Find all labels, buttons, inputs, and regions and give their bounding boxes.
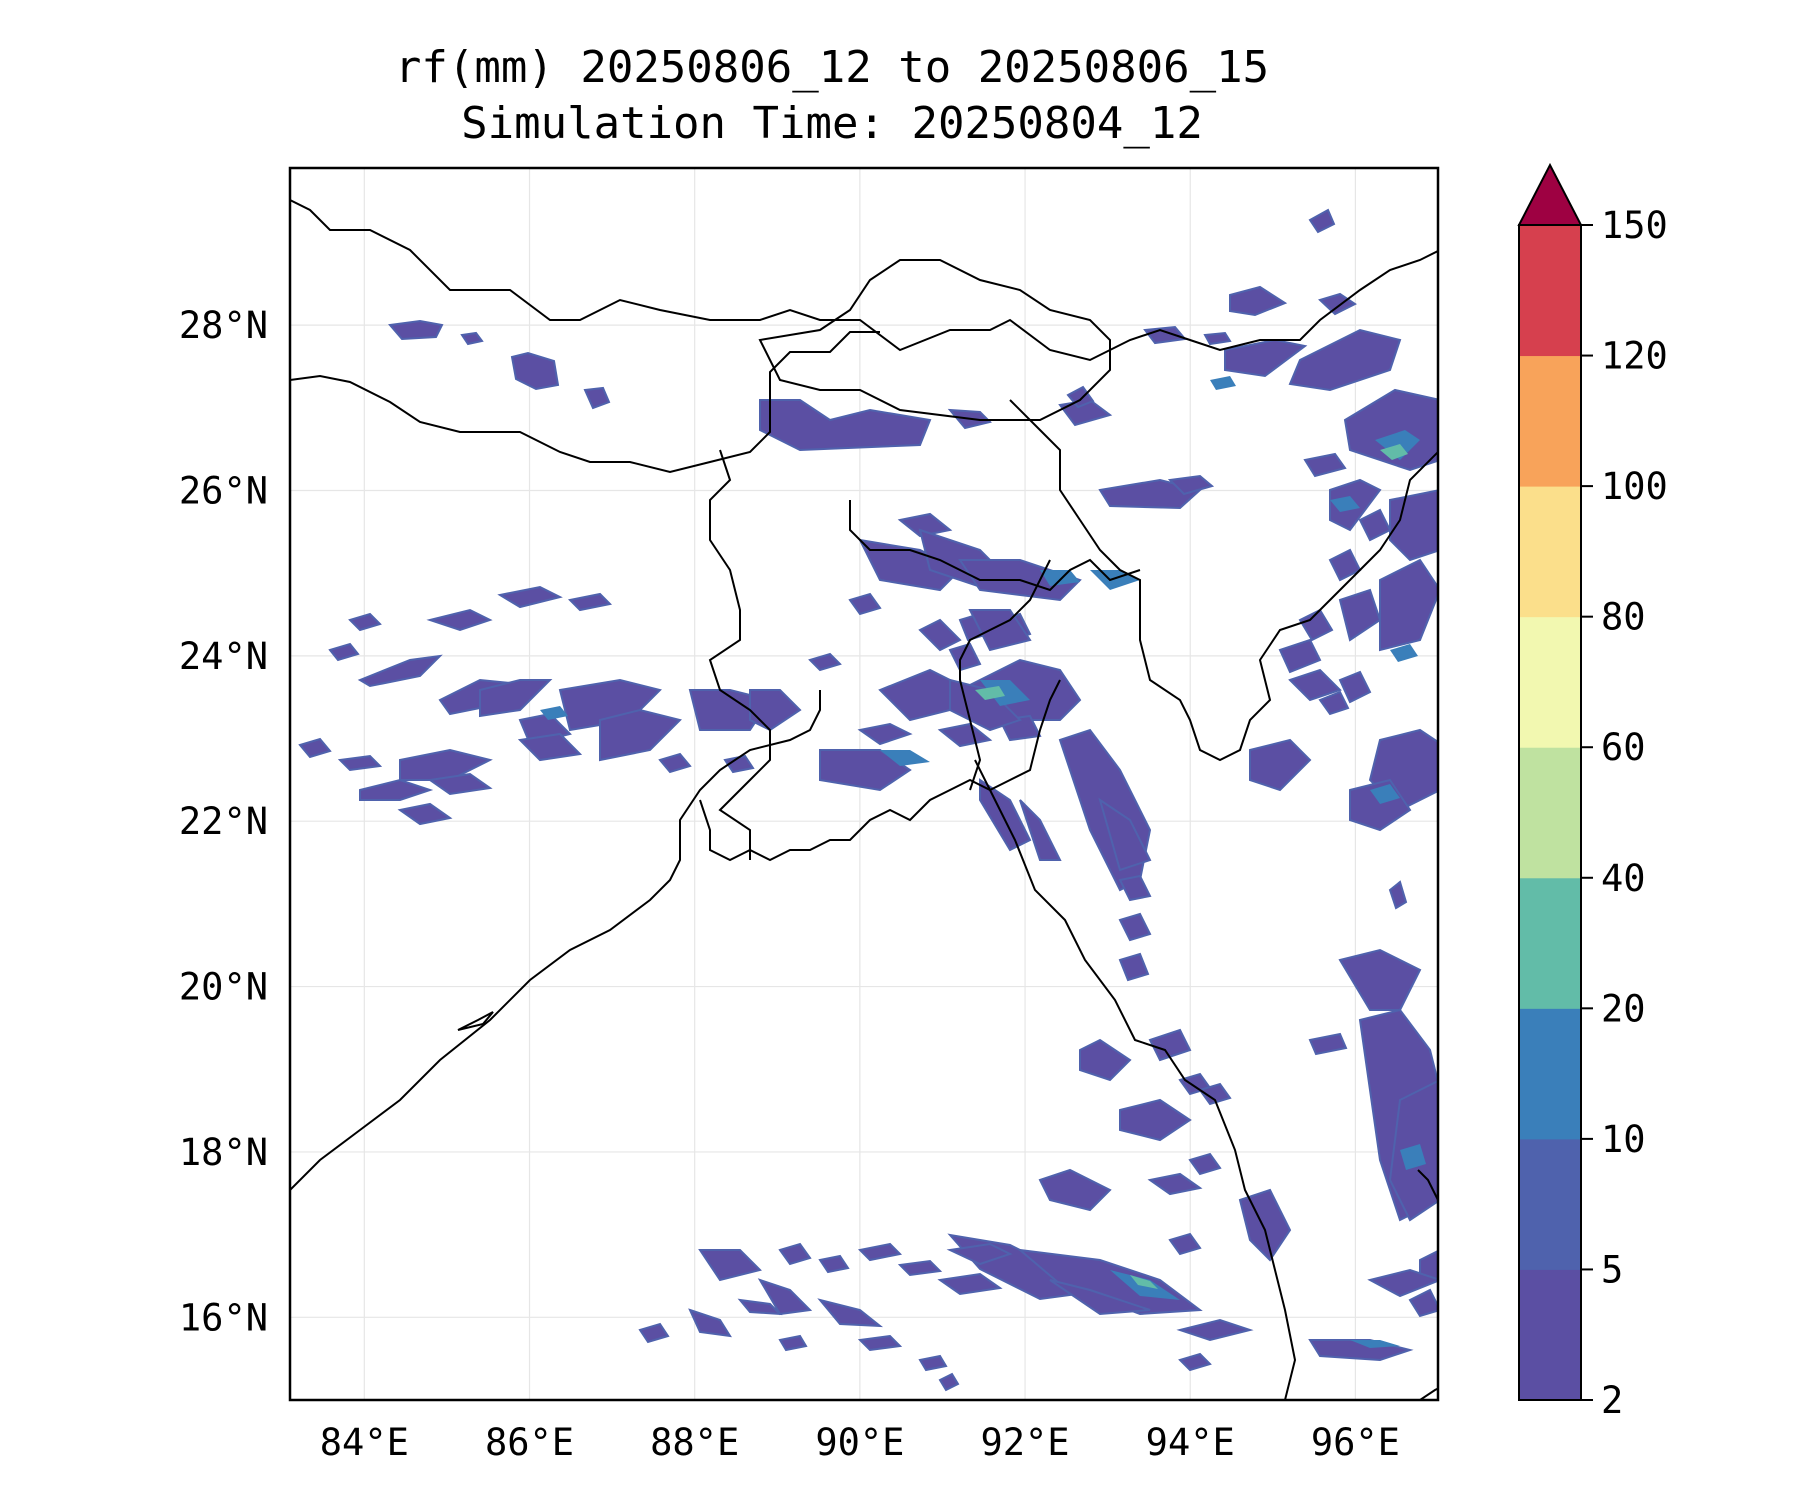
colorbar-segment bbox=[1519, 877, 1581, 1009]
colorbar-segment bbox=[1519, 225, 1581, 357]
colorbar-tick-label: 80 bbox=[1601, 596, 1646, 639]
colorbar-segment bbox=[1519, 616, 1581, 748]
colorbar-segment bbox=[1519, 1269, 1581, 1401]
lon-tick-label: 86°E bbox=[485, 1421, 574, 1464]
rainfall-patches-20-40mm bbox=[975, 444, 1408, 1289]
lon-tick-label: 92°E bbox=[980, 1421, 1069, 1464]
colorbar-tick-label: 20 bbox=[1601, 987, 1646, 1030]
colorbar: 2 5 10 20 40 60 80 100 120 150 bbox=[1517, 162, 1668, 1422]
lon-tick-label: 88°E bbox=[650, 1421, 739, 1464]
lon-tick-label: 84°E bbox=[320, 1421, 409, 1464]
map-frame bbox=[288, 166, 1440, 1402]
lat-tick-label: 16°N bbox=[179, 1296, 268, 1339]
axis-ticks: 84°E 86°E 88°E 90°E 92°E 94°E 96°E 16°N 18°N 20°N… bbox=[179, 304, 1400, 1464]
rainfall-layer bbox=[290, 199, 1438, 1400]
lat-tick-label: 20°N bbox=[179, 966, 268, 1009]
colorbar-tick-label: 150 bbox=[1601, 204, 1668, 247]
colorbar-segment bbox=[1519, 355, 1581, 487]
colorbar-segment bbox=[1519, 1008, 1581, 1140]
lat-tick-label: 26°N bbox=[179, 469, 268, 512]
coastlines-borders bbox=[290, 199, 1438, 1400]
rainfall-patches-2-5mm bbox=[298, 208, 1438, 1392]
map-title-line-1: rf(mm) 20250806_12 to 20250806_15 bbox=[394, 42, 1270, 93]
lon-tick-label: 94°E bbox=[1146, 1421, 1235, 1464]
colorbar-tick-label: 10 bbox=[1601, 1118, 1646, 1161]
rainfall-patches-10-20mm bbox=[540, 376, 1426, 1348]
colorbar-segment bbox=[1519, 486, 1581, 618]
lon-tick-label: 96°E bbox=[1311, 1421, 1400, 1464]
lon-tick-label: 90°E bbox=[815, 1421, 904, 1464]
colorbar-tick-label: 5 bbox=[1601, 1248, 1623, 1291]
colorbar-tick-label: 100 bbox=[1601, 465, 1668, 508]
lat-tick-label: 22°N bbox=[179, 800, 268, 843]
map-panel bbox=[288, 166, 1440, 1402]
colorbar-segment bbox=[1519, 747, 1581, 879]
colorbar-tick-label: 40 bbox=[1601, 857, 1646, 900]
lat-tick-label: 18°N bbox=[179, 1131, 268, 1174]
colorbar-frame bbox=[1518, 224, 1582, 1401]
colorbar-tick-label: 2 bbox=[1601, 1379, 1623, 1422]
map-title-line-2: Simulation Time: 20250804_12 bbox=[461, 98, 1203, 149]
colorbar-tick-label: 120 bbox=[1601, 335, 1668, 378]
colorbar-extend-arrow bbox=[1517, 162, 1583, 226]
colorbar-tick-label: 60 bbox=[1601, 726, 1646, 769]
lat-tick-label: 28°N bbox=[179, 304, 268, 347]
colorbar-segment bbox=[1519, 1138, 1581, 1270]
lat-tick-label: 24°N bbox=[179, 635, 268, 678]
